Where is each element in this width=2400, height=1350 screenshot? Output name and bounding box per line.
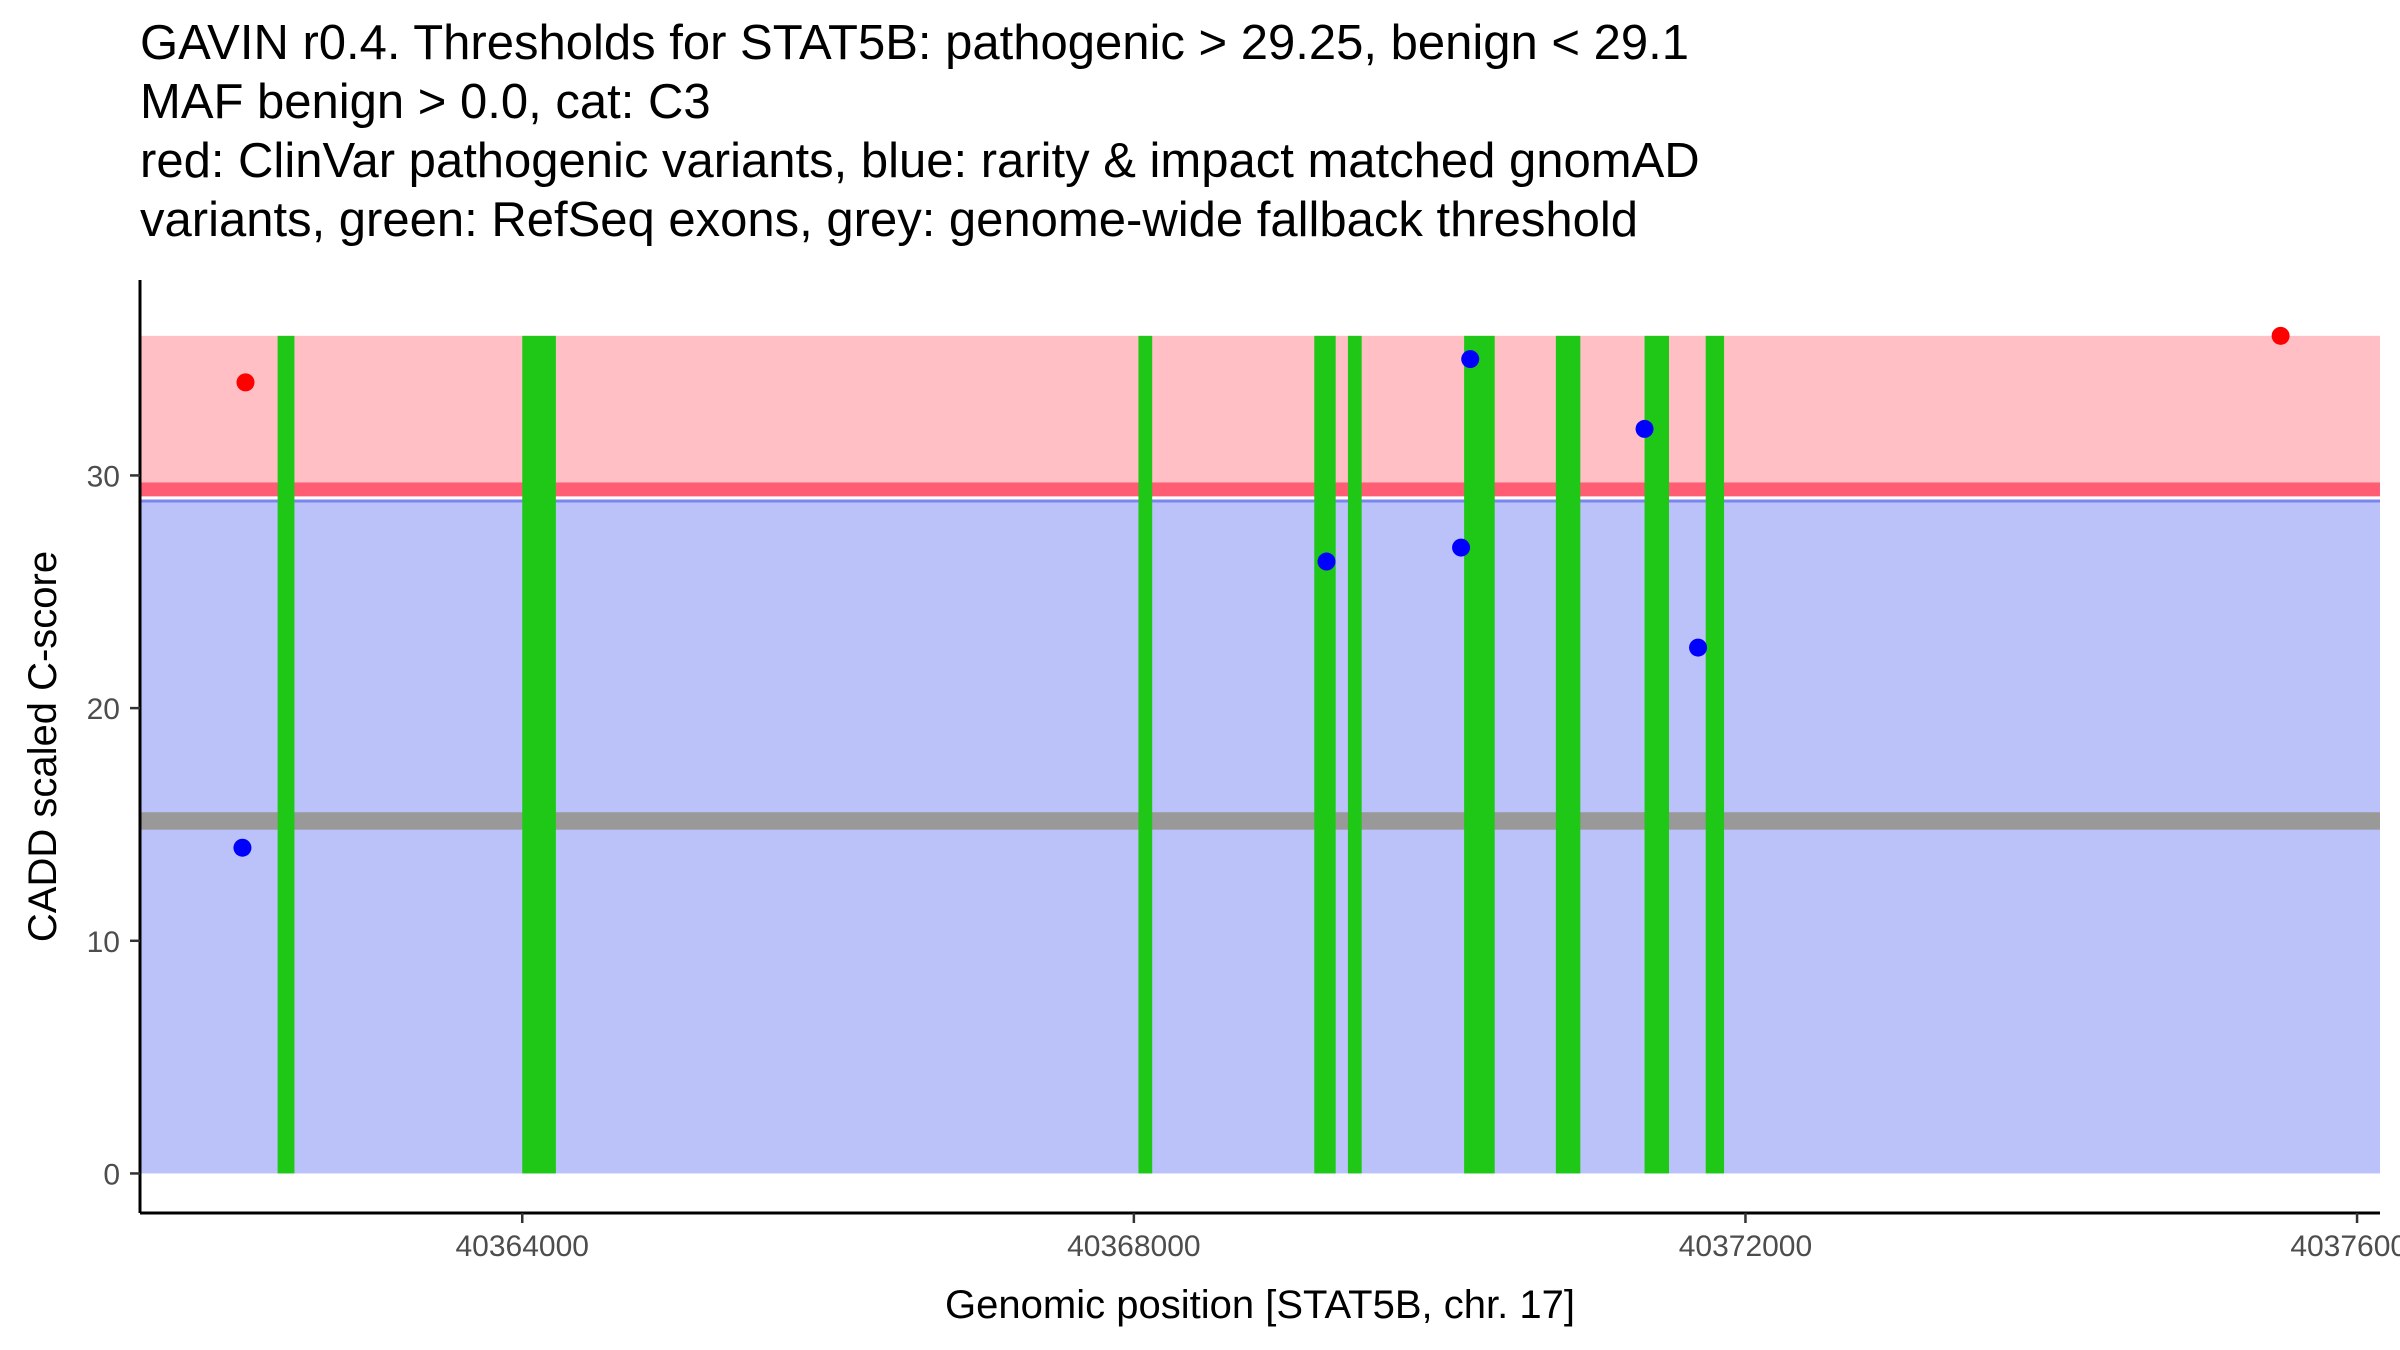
variant-point bbox=[2271, 326, 2290, 345]
exon-bar bbox=[1464, 335, 1495, 1174]
chart-title: GAVIN r0.4. Thresholds for STAT5B: patho… bbox=[140, 14, 1700, 250]
axes: 0 10 20 30 40364000 40368000 40372000 40376000 bbox=[87, 280, 2400, 1263]
exon-bar bbox=[522, 335, 556, 1174]
x-tick-label: 40376000 bbox=[2290, 1230, 2400, 1263]
exon-bar bbox=[277, 335, 295, 1174]
pathogenic-threshold-band bbox=[140, 482, 2380, 497]
y-axis-title: CADD scaled C-score bbox=[21, 551, 65, 942]
variant-point bbox=[1689, 638, 1708, 657]
variant-points bbox=[233, 326, 2290, 857]
benign-region bbox=[140, 502, 2380, 1174]
exon-bar bbox=[1705, 335, 1725, 1174]
fallback-threshold-line bbox=[140, 812, 2380, 830]
x-tick-label: 40372000 bbox=[1679, 1230, 1812, 1263]
exon-bar bbox=[1555, 335, 1581, 1174]
threshold-regions bbox=[140, 335, 2380, 1174]
variant-point bbox=[1317, 552, 1336, 571]
variant-point bbox=[233, 838, 252, 857]
title-line-1: GAVIN r0.4. Thresholds for STAT5B: patho… bbox=[140, 16, 1689, 70]
variant-point bbox=[236, 373, 255, 392]
title-line-3: red: ClinVar pathogenic variants, blue: … bbox=[140, 134, 1700, 188]
title-line-4: variants, green: RefSeq exons, grey: gen… bbox=[140, 193, 1639, 247]
variant-point bbox=[1452, 538, 1471, 557]
x-tick-label: 40364000 bbox=[456, 1230, 589, 1263]
exon-bar bbox=[1314, 335, 1336, 1174]
y-tick-label: 20 bbox=[87, 693, 120, 726]
exon-bar bbox=[1138, 335, 1153, 1174]
y-tick-label: 30 bbox=[87, 460, 120, 493]
variant-point bbox=[1461, 350, 1480, 369]
variant-point bbox=[1635, 419, 1654, 438]
x-axis-title: Genomic position [STAT5B, chr. 17] bbox=[945, 1283, 1575, 1327]
y-tick-label: 10 bbox=[87, 926, 120, 959]
exon-bars bbox=[277, 335, 1725, 1174]
title-line-2: MAF benign > 0.0, cat: C3 bbox=[140, 75, 711, 129]
exon-bar bbox=[1644, 335, 1670, 1174]
x-tick-label: 40368000 bbox=[1067, 1230, 1200, 1263]
y-tick-label: 0 bbox=[103, 1158, 120, 1191]
pathogenic-region bbox=[140, 335, 2380, 483]
exon-bar bbox=[1347, 335, 1362, 1174]
